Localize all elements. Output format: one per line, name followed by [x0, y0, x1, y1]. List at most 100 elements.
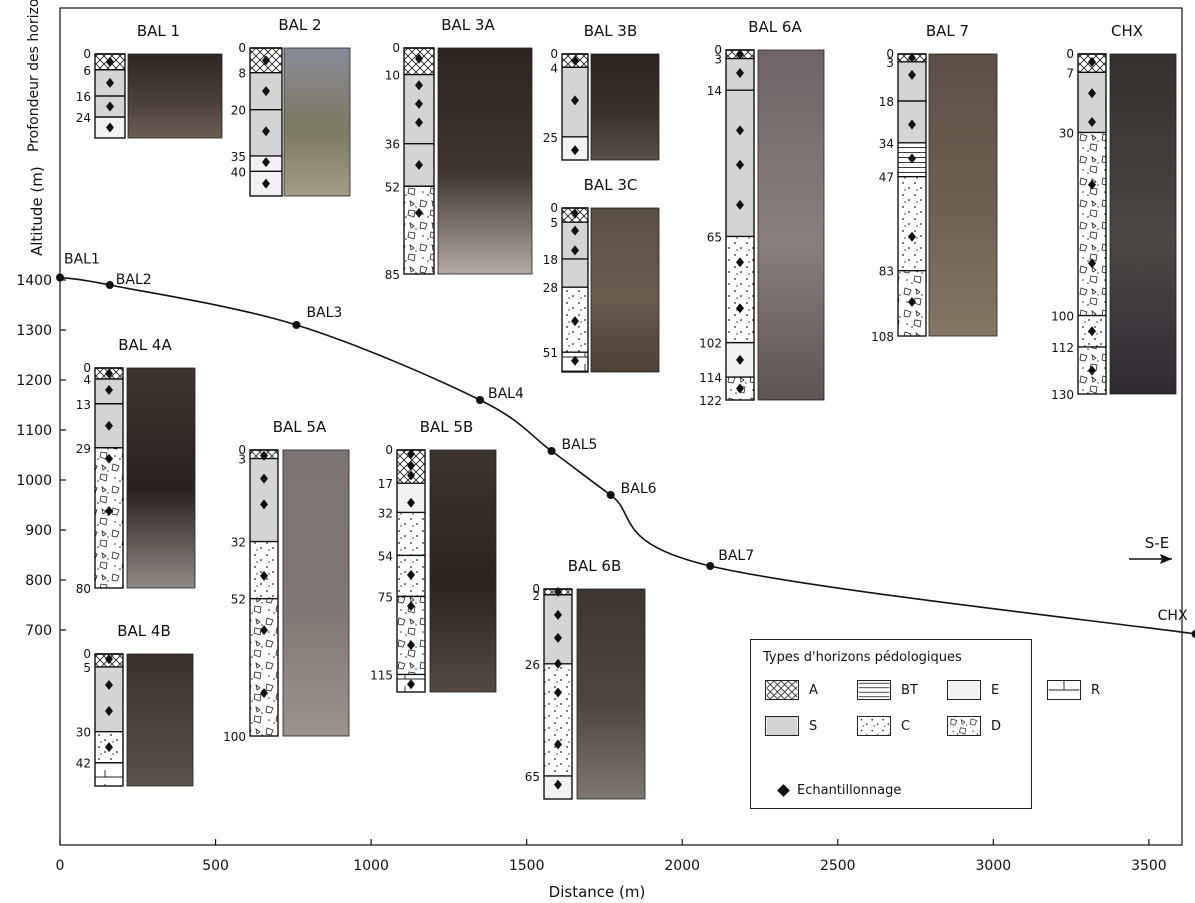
profile-point	[1191, 630, 1195, 638]
profile-title: BAL 6A	[748, 18, 802, 36]
sample-diamond-icon	[571, 316, 579, 327]
sample-diamond-icon	[407, 601, 415, 612]
y-tick-label: 1200	[16, 373, 52, 389]
sample-diamond-icon	[260, 625, 268, 636]
soil-photo	[590, 207, 660, 373]
soil-photo	[126, 367, 196, 589]
depth-label: 0	[886, 47, 894, 61]
depth-label: 102	[699, 337, 722, 351]
depth-label: 20	[231, 104, 246, 118]
depth-label: 30	[76, 726, 91, 740]
soil-profile-bal-3c: BAL 3C 05 18 28 51	[543, 176, 660, 373]
column-outline	[561, 53, 589, 161]
sample-diamond-icon	[736, 303, 744, 314]
depth-label: 0	[238, 443, 246, 457]
y-axis-label: Altitude (m)	[28, 166, 46, 256]
sample-diamond-icon	[415, 207, 423, 218]
legend-title: Types d'horizons pédologiques	[763, 650, 962, 665]
profile-point-label: CHX	[1158, 608, 1188, 624]
legend-item-label: A	[809, 682, 818, 698]
column-outline	[249, 449, 279, 737]
sample-diamond-icon	[407, 460, 415, 471]
x-axis-label: Distance (m)	[549, 883, 646, 901]
sample-diamond-icon	[736, 199, 744, 210]
sample-diamond-icon	[1088, 365, 1096, 376]
horizon-S	[544, 594, 572, 664]
soil-profile-chx: CHX 0 7 30 100 112 130	[1051, 22, 1177, 402]
column-outline	[561, 207, 589, 373]
depth-label: 52	[385, 180, 400, 194]
sample-diamond-icon	[262, 178, 270, 189]
x-tick-label: 2500	[820, 858, 856, 874]
sample-diamond-icon	[1088, 179, 1096, 190]
sample-diamond-icon	[260, 688, 268, 699]
profile-title: CHX	[1111, 22, 1143, 40]
horizon-pattern	[95, 447, 123, 588]
depth-label: 52	[231, 593, 246, 607]
depth-label: 0	[238, 41, 246, 55]
sample-diamond-icon	[1088, 117, 1096, 127]
x-axis: 0 500 1000 1500 2000 2500 3000 3500	[56, 839, 1167, 874]
sample-diamond-icon	[415, 98, 423, 109]
x-tick-label: 0	[56, 858, 65, 874]
sample-diamond-icon	[571, 355, 579, 366]
x-tick-label: 1000	[353, 858, 389, 874]
sample-diamond-icon	[260, 450, 268, 461]
depth-label: 100	[223, 730, 246, 744]
legend-item-label: S	[809, 718, 818, 734]
depth-label: 14	[707, 84, 722, 98]
horizon-S	[898, 61, 926, 101]
sample-diamond-icon	[105, 742, 113, 753]
profile-title: BAL 4A	[118, 336, 172, 354]
sample-diamond-icon	[571, 145, 579, 156]
depth-label: 4	[550, 61, 558, 75]
sample-diamond-icon	[262, 126, 270, 137]
soil-profile-bal-3b: BAL 3B 04 25	[543, 22, 660, 161]
depth-label: 26	[525, 658, 540, 672]
soil-profile-bal-6b: BAL 6B 02 26 65	[525, 557, 646, 800]
direction-arrow-icon	[1129, 554, 1172, 564]
profile-title: BAL 3C	[584, 176, 638, 194]
soil-profile-bal-1: BAL 1 0 6 16 24	[76, 22, 223, 139]
sample-diamond-icon	[407, 448, 415, 459]
sample-diamond-icon	[105, 705, 113, 716]
sample-diamond-icon	[736, 159, 744, 170]
profile-point-label: BAL6	[621, 481, 657, 497]
profile-point-label: BAL5	[562, 437, 598, 453]
profile-title: BAL 5B	[420, 418, 474, 436]
sample-diamond-icon	[105, 368, 113, 379]
sample-diamond-icon	[571, 245, 579, 256]
y-axis-label-depth: Profondeur des horizons (cm)	[26, 0, 42, 152]
profile-point-label: BAL1	[64, 252, 100, 268]
sample-diamond-icon	[736, 125, 744, 136]
legend-sampling: Echantillonnage	[777, 783, 901, 798]
soil-profile-bal-4b: BAL 4B 05 30 42	[76, 622, 194, 787]
sample-diamond-icon	[554, 586, 562, 597]
soil-photo	[282, 449, 350, 737]
horizon-pattern	[726, 236, 754, 343]
legend-swatch	[765, 680, 799, 700]
soil-photo	[429, 449, 497, 693]
column-outline	[249, 47, 283, 197]
profile-point	[706, 562, 715, 570]
sample-diamond-icon	[262, 157, 270, 168]
soil-photo	[757, 49, 825, 401]
sample-diamond-icon	[908, 297, 916, 308]
legend-item-s: S	[765, 716, 817, 736]
depth-label: 85	[385, 268, 400, 282]
profile-title: BAL 3A	[441, 16, 495, 34]
sample-diamond-icon	[908, 153, 916, 164]
y-tick-label: 1000	[16, 473, 52, 489]
soil-profile-bal-3a: BAL 3A 0 10 36 52 85	[385, 16, 533, 282]
depth-label: 47	[879, 171, 894, 185]
sample-diamond-icon	[407, 497, 415, 508]
sample-diamond-icon	[571, 55, 579, 66]
sample-diamond-icon	[105, 506, 113, 516]
sample-diamond-icon	[407, 569, 415, 580]
legend-item-e: E	[947, 680, 999, 700]
horizon-pattern	[250, 598, 278, 736]
sample-diamond-icon	[554, 779, 562, 790]
sample-diamond-icon	[105, 385, 113, 395]
depth-label: 24	[76, 111, 91, 125]
